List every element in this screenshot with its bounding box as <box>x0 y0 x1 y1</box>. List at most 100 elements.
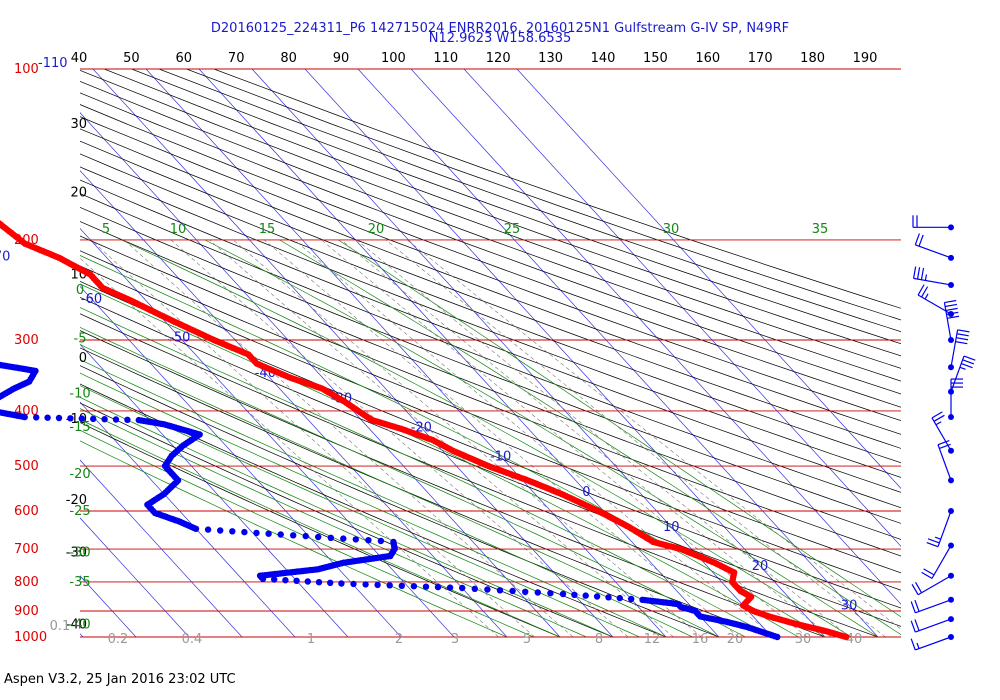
wind-barb-column <box>910 215 976 651</box>
mixing-ratio-label: 12 <box>644 632 661 647</box>
dry-adiabat-line <box>80 313 879 638</box>
dry-adiabat-line <box>80 235 901 557</box>
isotherm-line <box>145 69 667 638</box>
top-temperature-tick: 190 <box>853 51 878 66</box>
dewpoint-point <box>33 414 40 421</box>
wind-barb-flag <box>935 421 942 426</box>
wind-barb-flag <box>945 307 958 312</box>
height-tick-label: 20 <box>70 186 87 201</box>
dewpoint-point <box>446 584 454 591</box>
top-temperature-tick: 70 <box>228 51 245 66</box>
top-temperature-tick: 60 <box>176 51 193 66</box>
adiabat-label: -35 <box>69 575 90 590</box>
isotherm-line <box>92 69 614 638</box>
dewpoint-point <box>271 576 278 583</box>
dry-adiabat-line <box>80 166 901 478</box>
dewpoint-point <box>522 588 529 595</box>
wind-barb-flag <box>921 571 933 579</box>
dry-adiabat-line <box>80 92 901 395</box>
isotherm-line <box>516 69 901 489</box>
pressure-label: 100 <box>14 62 39 77</box>
isotherm-label: -60 <box>81 292 102 307</box>
top-temperature-tick: 50 <box>123 51 140 66</box>
mixing-ratio-label: 8 <box>595 632 603 647</box>
wind-barb <box>911 572 954 596</box>
dry-adiabat-line <box>80 281 901 609</box>
wind-barb-flag <box>955 341 968 345</box>
dry-adiabat-line <box>80 128 901 435</box>
wind-barb-flag <box>926 542 939 548</box>
dewpoint-point <box>302 532 309 540</box>
dewpoint-point <box>67 415 74 422</box>
top-temperature-tick: 170 <box>748 51 773 66</box>
dry-adiabat-line <box>80 69 901 369</box>
top-temperature-tick: 180 <box>800 51 825 66</box>
dry-adiabat-line <box>80 153 901 464</box>
dewpoint-point <box>315 579 323 586</box>
wind-barb <box>943 299 960 344</box>
wind-barb-flag <box>957 329 970 333</box>
height-tick-label: 30 <box>70 117 87 132</box>
dry-adiabat-line <box>80 104 901 408</box>
wind-barb <box>912 266 954 288</box>
top-temperature-tick: 80 <box>280 51 297 66</box>
wind-barb-staff <box>931 545 952 579</box>
mixing-ratio-label: 16 <box>692 632 709 647</box>
wind-barb-flag <box>910 638 916 651</box>
wind-barb-staff <box>915 636 952 651</box>
dewpoint-point <box>365 537 372 544</box>
pressure-label: 1000 <box>14 630 47 645</box>
moist-adiabat-line <box>204 239 879 638</box>
wind-barb-staff <box>937 444 952 481</box>
adiabat-label: 0 <box>76 283 84 298</box>
dewpoint-point <box>55 414 63 422</box>
top-temperature-tick: 110 <box>433 51 458 66</box>
dewpoint-point <box>229 528 236 535</box>
wind-barb-flag <box>937 440 950 446</box>
dewpoint-point <box>204 526 212 533</box>
mixing-ratio-label: 40 <box>846 632 863 647</box>
top-temperature-tick: 130 <box>538 51 563 66</box>
pressure-label: 900 <box>14 604 39 619</box>
footer-version-text: Aspen V3.2, 25 Jan 2016 23:02 UTC <box>4 672 236 687</box>
top-temperature-tick: 120 <box>486 51 511 66</box>
dewpoint-point <box>398 582 405 589</box>
dewpoint-point <box>124 416 131 423</box>
dry-adiabat-line <box>80 193 901 509</box>
dry-adiabat-line <box>80 347 773 638</box>
isotherm-line <box>80 285 402 638</box>
dewpoint-point <box>259 575 267 583</box>
dewpoint-point <box>315 533 322 541</box>
wind-barb-flag <box>946 311 959 315</box>
isotherm-line <box>304 69 826 638</box>
dewpoint-point <box>338 580 345 587</box>
isotherm-line <box>357 69 879 638</box>
dewpoint-point <box>434 583 442 591</box>
isotherm-line <box>251 69 773 638</box>
dewpoint-point <box>628 595 635 603</box>
top-temperature-tick: 90 <box>333 51 350 66</box>
mixing-ratio-line <box>341 239 832 638</box>
dewpoint-point <box>217 527 224 534</box>
isotherm-label: 30 <box>841 598 858 613</box>
height-tick-label: -30 <box>66 546 87 561</box>
diagram-grid <box>80 69 901 638</box>
height-tick-label: -40 <box>66 617 87 632</box>
wind-barb-flag <box>956 337 969 341</box>
dewpoint-point <box>101 416 108 423</box>
dewpoint-point <box>352 536 359 543</box>
dry-adiabat-line <box>80 296 901 627</box>
dry-adiabat-line <box>80 207 901 524</box>
adiabat-label: 5 <box>102 222 110 237</box>
dewpoint-point <box>496 587 504 594</box>
isotherm-label: -50 <box>169 331 190 346</box>
wind-barb-base <box>948 507 954 514</box>
wind-barb <box>948 378 963 421</box>
adiabat-label: -5 <box>74 331 87 346</box>
wind-barb-flag <box>956 333 969 337</box>
wind-barb <box>926 507 954 548</box>
adiabat-label: 15 <box>259 222 276 237</box>
pressure-label: 800 <box>14 575 39 590</box>
wind-barb-staff <box>937 510 952 547</box>
mixing-ratio-line <box>170 239 629 638</box>
